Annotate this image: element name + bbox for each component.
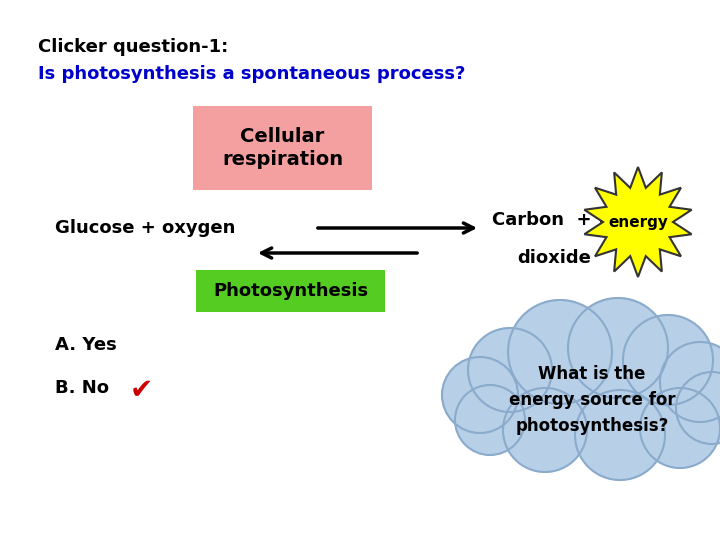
Text: Glucose + oxygen: Glucose + oxygen bbox=[55, 219, 235, 237]
Text: dioxide: dioxide bbox=[517, 249, 591, 267]
Text: energy: energy bbox=[608, 214, 668, 230]
FancyBboxPatch shape bbox=[478, 378, 720, 440]
Circle shape bbox=[503, 388, 587, 472]
Text: Clicker question-1:: Clicker question-1: bbox=[38, 38, 228, 56]
Text: Photosynthesis: Photosynthesis bbox=[213, 282, 368, 300]
Text: Cellular
respiration: Cellular respiration bbox=[222, 127, 343, 169]
Text: Carbon  + water +: Carbon + water + bbox=[492, 211, 678, 229]
Circle shape bbox=[468, 328, 552, 412]
Circle shape bbox=[568, 298, 668, 398]
FancyBboxPatch shape bbox=[193, 106, 372, 190]
Text: B. No: B. No bbox=[55, 379, 109, 397]
Text: Is photosynthesis a spontaneous process?: Is photosynthesis a spontaneous process? bbox=[38, 65, 465, 83]
Circle shape bbox=[676, 372, 720, 444]
Circle shape bbox=[660, 342, 720, 422]
Text: A. Yes: A. Yes bbox=[55, 336, 117, 354]
FancyBboxPatch shape bbox=[196, 270, 385, 312]
Circle shape bbox=[455, 385, 525, 455]
Circle shape bbox=[623, 315, 713, 405]
Circle shape bbox=[640, 388, 720, 468]
Circle shape bbox=[508, 300, 612, 404]
Text: ✔: ✔ bbox=[130, 376, 153, 404]
Text: What is the
energy source for
photosynthesis?: What is the energy source for photosynth… bbox=[509, 364, 675, 435]
Polygon shape bbox=[585, 167, 692, 277]
Circle shape bbox=[575, 390, 665, 480]
Circle shape bbox=[442, 357, 518, 433]
